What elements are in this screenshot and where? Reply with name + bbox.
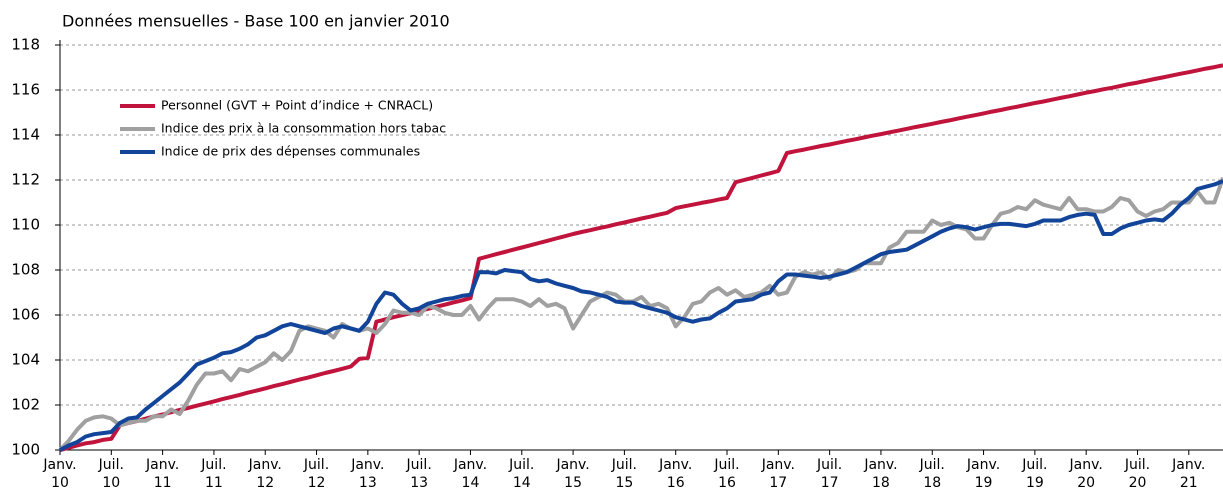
y-tick-label: 108	[11, 261, 40, 279]
y-tick-label: 100	[11, 441, 40, 459]
x-tick-label: Janv. 20	[1069, 457, 1103, 491]
x-tick-label: Janv. 15	[556, 457, 590, 491]
x-tick-label: Janv. 12	[248, 457, 282, 491]
x-tick-label: Juil. 10	[98, 457, 124, 491]
legend-label: Indice des prix à la consommation hors t…	[161, 121, 446, 136]
x-tick-label: Janv. 13	[351, 457, 385, 491]
x-tick-label: Juil. 14	[509, 457, 535, 491]
y-tick-label: 106	[11, 306, 40, 324]
chart-title: Données mensuelles - Base 100 en janvier…	[62, 12, 450, 31]
y-tick-label: 110	[11, 216, 40, 234]
x-tick-label: Juil. 20	[1124, 457, 1151, 491]
x-tick-label: Janv. 19	[966, 457, 1001, 491]
x-tick-label: Janv. 14	[453, 457, 488, 491]
y-tick-label: 112	[11, 171, 40, 189]
y-tick-label: 102	[11, 396, 40, 414]
y-tick-label: 116	[11, 81, 40, 99]
x-tick-label: Juil. 11	[201, 457, 227, 491]
x-tick-label: Janv. 21	[1172, 457, 1206, 491]
x-tick-label: Janv. 16	[659, 457, 693, 491]
x-tick-label: Juil. 19	[1022, 457, 1048, 491]
series-line	[58, 177, 1223, 452]
y-tick-label: 118	[11, 36, 40, 54]
series-line	[59, 63, 1223, 452]
x-tick-label: Juil. 12	[303, 457, 330, 491]
y-tick-label: 104	[11, 351, 40, 369]
x-tick-label: Janv. 11	[145, 457, 180, 491]
x-tick-label: Janv. 18	[864, 457, 898, 491]
series-line	[59, 179, 1223, 452]
x-tick-label: Juil. 17	[817, 457, 843, 491]
x-tick-label: Janv. 10	[43, 457, 77, 491]
legend-label: Indice de prix des dépenses communales	[161, 144, 420, 159]
x-tick-label: Juil. 18	[919, 457, 945, 491]
legend-label: Personnel (GVT + Point d’indice + CNRACL…	[161, 98, 433, 113]
x-tick-label: Juil. 13	[406, 457, 432, 491]
y-tick-label: 114	[11, 126, 40, 144]
x-tick-label: Juil. 15	[611, 457, 637, 491]
x-tick-label: Janv. 17	[761, 457, 795, 491]
x-tick-label: Juil. 16	[714, 457, 740, 491]
